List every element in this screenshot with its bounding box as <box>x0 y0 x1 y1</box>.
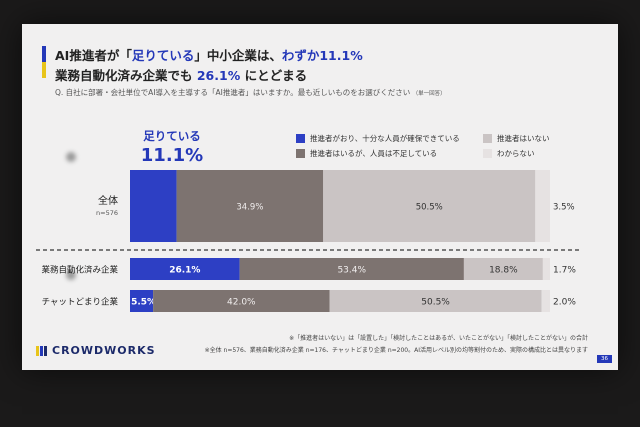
legend-label: わからない <box>497 149 535 158</box>
blur-spot <box>66 270 76 280</box>
question-text: Q. 自社に部署・会社単位でAI導入を主導する「AI推進者」はいますか。最も近し… <box>55 88 411 97</box>
bar-value-label: 50.5% <box>416 203 443 213</box>
bar-value-label: 3.5% <box>553 203 575 213</box>
survey-question: Q. 自社に部署・会社単位でAI導入を主導する「AI推進者」はいますか。最も近し… <box>55 87 446 98</box>
title-text: 業務自動化済み企業でも <box>55 68 197 83</box>
bar-segment <box>176 170 324 242</box>
title-highlight: 26.1% <box>196 68 241 83</box>
title-text: AI推進者が「 <box>55 48 132 63</box>
logo-mark-icon <box>36 345 48 356</box>
bar-value-label: 1.7% <box>553 266 576 276</box>
legend-swatch <box>483 149 492 158</box>
slide-title-line1: AI推進者が「足りている」中小企業は、わずか11.1% <box>55 45 363 64</box>
bar-value-label: 18.8% <box>489 266 518 276</box>
accent-yellow <box>42 62 46 78</box>
legend-item: 推進者はいるが、人員は不足している <box>296 148 437 159</box>
accent-blue <box>42 46 46 62</box>
bar-value-label: 50.5% <box>421 298 450 308</box>
bar-value-label: 34.9% <box>236 203 263 213</box>
legend-item: 推進者がおり、十分な人員が確保できている <box>296 133 460 144</box>
slide-title-line2: 業務自動化済み企業でも 26.1% にとどまる <box>55 65 307 84</box>
bar-segment <box>329 290 542 312</box>
category-label: 業務自動化済み企業 <box>41 265 118 276</box>
bar-value-label: 5.5% <box>131 298 156 308</box>
legend-item: わからない <box>483 148 535 159</box>
callout-label: 足りている <box>143 129 201 143</box>
footnote: ※「推進者はいない」は「設置した」「検討したことはあるが、いたことがない」「検討… <box>289 335 588 342</box>
legend-swatch <box>296 134 305 143</box>
bar-segment <box>535 170 550 242</box>
footnote: ※全体 n=576、業務自動化済み企業 n=176、チャットどまり企業 n=20… <box>204 347 588 354</box>
title-text: 」中小企業は、 <box>194 48 282 63</box>
title-text: にとどまる <box>240 68 308 83</box>
title-accent-bar <box>42 46 46 78</box>
bar-value-label: 42.0% <box>227 298 256 308</box>
crowdworks-logo: CROWDWORKS <box>36 344 156 357</box>
question-note: （単一回答） <box>412 91 446 97</box>
bar-segment <box>541 290 550 312</box>
bar-value-label: 53.4% <box>337 266 366 276</box>
callout-value: 11.1% <box>140 145 204 166</box>
category-note: n=576 <box>96 209 118 217</box>
bar-segment <box>323 170 536 242</box>
legend-label: 推進者はいるが、人員は不足している <box>310 149 438 158</box>
bar-value-label: 2.0% <box>553 298 576 308</box>
page-number: 36 <box>597 355 612 363</box>
bar-segment <box>239 258 464 280</box>
category-label: 全体 <box>98 194 118 207</box>
stacked-bar-chart: 34.9% 50.5% 3.5% 全体 n=576 26.1% 53.4% 18.8% 1.7%… <box>36 170 582 312</box>
title-highlight: 足りている <box>131 48 195 63</box>
bar-segment <box>542 258 550 280</box>
logo-text: CROWDWORKS <box>52 344 156 357</box>
bar-segment <box>130 258 240 280</box>
category-label: チャットどまり企業 <box>42 297 119 308</box>
bar-segment <box>130 170 177 242</box>
bar-segment <box>130 290 154 312</box>
blur-spot <box>66 152 76 162</box>
legend-swatch <box>296 149 305 158</box>
legend-label: 推進者がおり、十分な人員が確保できている <box>310 134 460 143</box>
bar-value-label: 26.1% <box>169 266 200 276</box>
legend-swatch <box>483 134 492 143</box>
bar-segment <box>463 258 543 280</box>
bar-segment <box>153 290 330 312</box>
legend-item: 推進者はいない <box>483 133 550 144</box>
legend-label: 推進者はいない <box>497 134 550 143</box>
title-highlight: わずか11.1% <box>281 48 363 63</box>
callout: 足りている 11.1% <box>132 128 212 166</box>
slide: AI推進者が「足りている」中小企業は、わずか11.1% 業務自動化済み企業でも … <box>22 24 618 370</box>
